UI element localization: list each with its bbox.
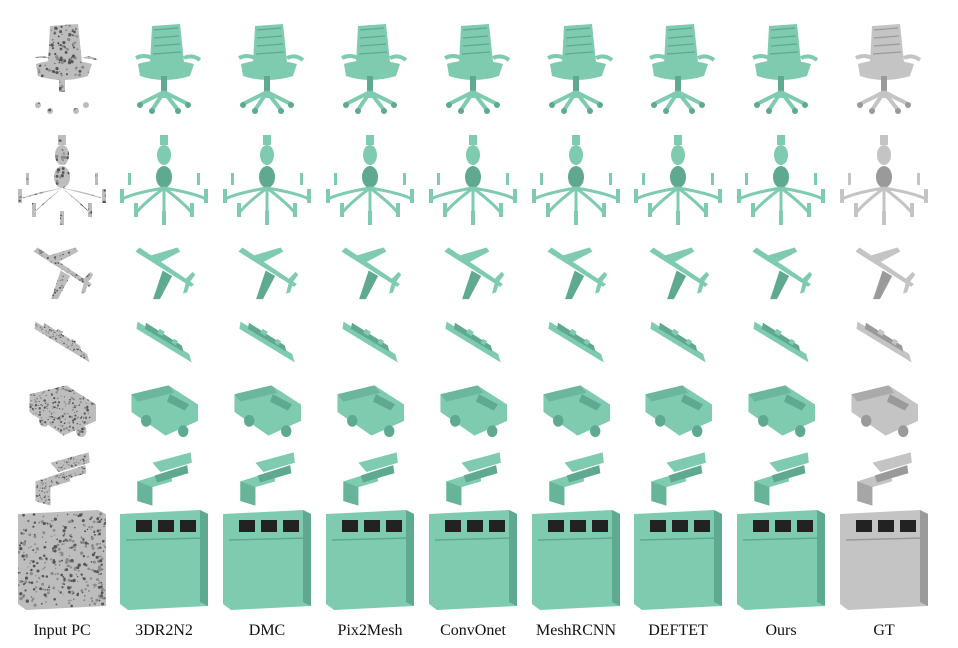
column-label: GT bbox=[873, 622, 895, 639]
column-label: DMC bbox=[248, 622, 286, 639]
chandelier-input-point-cloud bbox=[12, 128, 112, 238]
column-label: Input PC bbox=[33, 622, 91, 639]
watercraft-reconstruction bbox=[320, 312, 420, 372]
chandelier-reconstruction bbox=[526, 128, 626, 238]
cabinet-reconstruction bbox=[217, 508, 317, 612]
office-chair-reconstruction bbox=[628, 12, 728, 124]
cabinet-reconstruction bbox=[114, 508, 214, 612]
cabinet-ground-truth bbox=[834, 508, 934, 612]
watercraft-reconstruction bbox=[217, 312, 317, 372]
pickup-truck-reconstruction bbox=[423, 372, 523, 446]
airplane-reconstruction bbox=[217, 242, 317, 310]
cabinet-reconstruction bbox=[628, 508, 728, 612]
pickup-truck-reconstruction bbox=[320, 372, 420, 446]
chandelier-reconstruction bbox=[628, 128, 728, 238]
pickup-truck-reconstruction bbox=[217, 372, 317, 446]
sofa-reconstruction bbox=[114, 450, 214, 508]
chandelier-reconstruction bbox=[320, 128, 420, 238]
watercraft-input-point-cloud bbox=[12, 312, 112, 372]
office-chair-reconstruction bbox=[423, 12, 523, 124]
airplane-reconstruction bbox=[114, 242, 214, 310]
sofa-reconstruction bbox=[526, 450, 626, 508]
cabinet-reconstruction bbox=[320, 508, 420, 612]
sofa-reconstruction bbox=[731, 450, 831, 508]
sofa-reconstruction bbox=[320, 450, 420, 508]
pickup-truck-input-point-cloud bbox=[12, 372, 112, 446]
sofa-ground-truth bbox=[834, 450, 934, 508]
sofa-reconstruction bbox=[423, 450, 523, 508]
cabinet-input-point-cloud bbox=[12, 508, 112, 612]
office-chair-reconstruction bbox=[731, 12, 831, 124]
airplane-reconstruction bbox=[731, 242, 831, 310]
chandelier-reconstruction bbox=[423, 128, 523, 238]
column-label: MeshRCNN bbox=[535, 622, 616, 639]
office-chair-reconstruction bbox=[320, 12, 420, 124]
chandelier-ground-truth bbox=[834, 128, 934, 238]
chandelier-reconstruction bbox=[731, 128, 831, 238]
column-label: 3DR2N2 bbox=[135, 622, 193, 639]
watercraft-reconstruction bbox=[628, 312, 728, 372]
office-chair-reconstruction bbox=[217, 12, 317, 124]
pickup-truck-reconstruction bbox=[526, 372, 626, 446]
column-label: ConvOnet bbox=[440, 622, 506, 639]
cabinet-reconstruction bbox=[423, 508, 523, 612]
pickup-truck-reconstruction bbox=[114, 372, 214, 446]
airplane-reconstruction bbox=[320, 242, 420, 310]
airplane-input-point-cloud bbox=[12, 242, 112, 310]
watercraft-reconstruction bbox=[731, 312, 831, 372]
watercraft-ground-truth bbox=[834, 312, 934, 372]
column-label: Pix2Mesh bbox=[337, 622, 403, 639]
airplane-reconstruction bbox=[628, 242, 728, 310]
office-chair-ground-truth bbox=[834, 12, 934, 124]
office-chair-reconstruction bbox=[114, 12, 214, 124]
column-label: DEFTET bbox=[648, 622, 708, 639]
cabinet-reconstruction bbox=[526, 508, 626, 612]
chandelier-reconstruction bbox=[217, 128, 317, 238]
chandelier-reconstruction bbox=[114, 128, 214, 238]
watercraft-reconstruction bbox=[423, 312, 523, 372]
pickup-truck-ground-truth bbox=[834, 372, 934, 446]
pickup-truck-reconstruction bbox=[731, 372, 831, 446]
column-label: Ours bbox=[765, 622, 797, 639]
cabinet-reconstruction bbox=[731, 508, 831, 612]
watercraft-reconstruction bbox=[114, 312, 214, 372]
sofa-reconstruction bbox=[628, 450, 728, 508]
office-chair-reconstruction bbox=[526, 12, 626, 124]
watercraft-reconstruction bbox=[526, 312, 626, 372]
airplane-reconstruction bbox=[423, 242, 523, 310]
sofa-reconstruction bbox=[217, 450, 317, 508]
sofa-input-point-cloud bbox=[12, 450, 112, 508]
airplane-reconstruction bbox=[526, 242, 626, 310]
pickup-truck-reconstruction bbox=[628, 372, 728, 446]
office-chair-input-point-cloud bbox=[12, 12, 112, 124]
airplane-ground-truth bbox=[834, 242, 934, 310]
